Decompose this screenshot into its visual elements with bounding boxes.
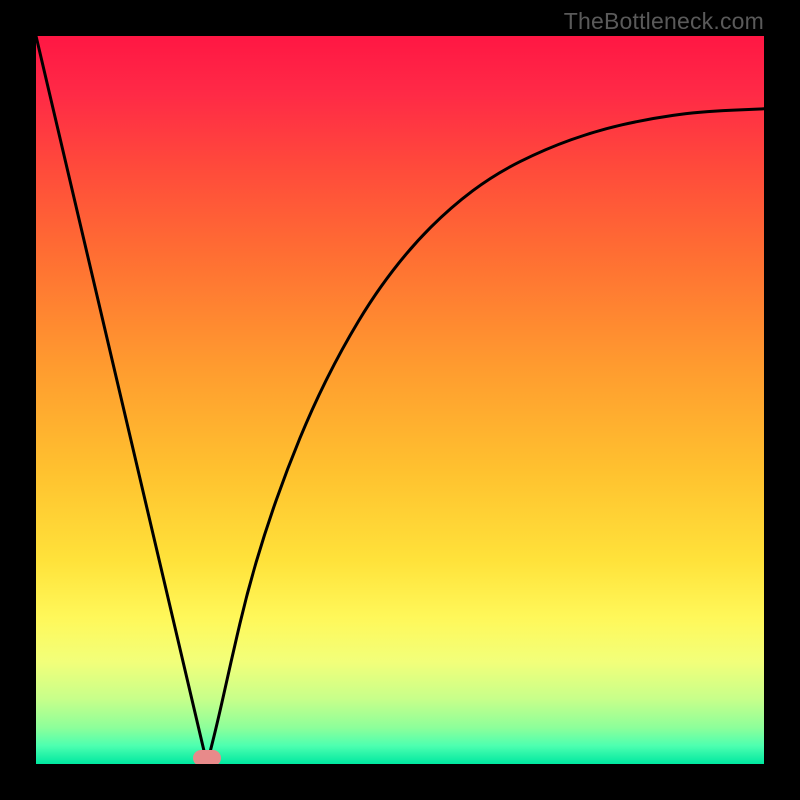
curve-svg [36,36,764,764]
curve-left-line [36,36,207,764]
curve-right-arc [207,109,764,764]
vertex-marker [193,750,221,764]
watermark-text: TheBottleneck.com [564,8,764,35]
chart-container: TheBottleneck.com [0,0,800,800]
plot-area [36,36,764,764]
